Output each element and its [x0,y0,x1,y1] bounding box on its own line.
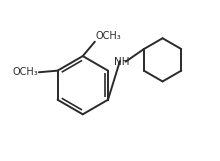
Text: OCH₃: OCH₃ [12,67,38,77]
Text: NH: NH [114,57,130,67]
Text: OCH₃: OCH₃ [96,31,121,41]
